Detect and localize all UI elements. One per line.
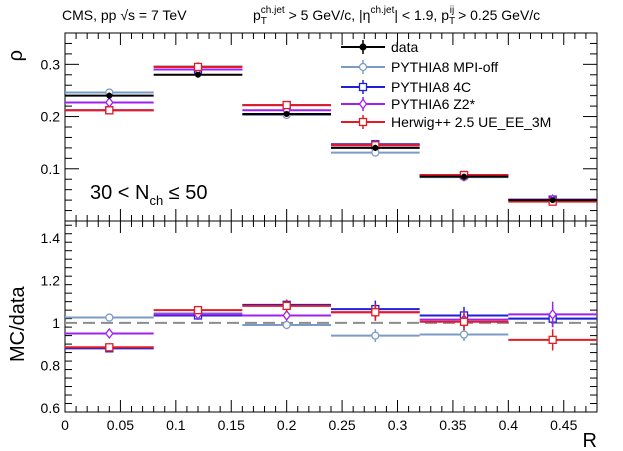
x-tick-label: 0.35 — [439, 417, 466, 433]
bottom-y-tick-label: 0.8 — [41, 357, 61, 373]
bottom-herwig-bin-4-marker — [371, 308, 380, 317]
bottom-y-tick-label: 1.2 — [41, 272, 61, 288]
top-data-bin-2-marker — [195, 71, 201, 78]
top-y-tick-label: 0.1 — [41, 161, 61, 177]
top-y-tick-label: 0.2 — [41, 109, 61, 125]
legend-pythia6-z2-marker — [358, 98, 368, 110]
bottom-py6-bin-6-marker — [548, 308, 557, 320]
x-tick-label: 0.05 — [107, 417, 134, 433]
top-herwig-bin-2-marker — [193, 62, 203, 72]
top-y-tick-label: 0.3 — [41, 56, 61, 72]
legend-item-herwig: Herwig++ 2.5 UE_EE_3M — [341, 114, 551, 130]
legend-label-pythia8-4c: PYTHIA8 4C — [391, 79, 471, 95]
top-herwig-bin-1-marker — [105, 106, 114, 115]
legend: data PYTHIA8 MPI-off PYTHIA8 4C PYTHIA6 … — [341, 39, 551, 130]
x-axis-title: R — [583, 430, 597, 451]
bottom-py6-bin-1-marker — [105, 327, 114, 340]
bottom-herwig-bin-6-marker — [548, 335, 557, 344]
legend-herwig-marker — [358, 117, 368, 127]
top-data-bin-4-marker — [372, 144, 379, 151]
header-left: CMS, pp √s = 7 TeV — [62, 7, 187, 23]
bottom-py6-bin-3-marker — [282, 309, 291, 321]
legend-label-pythia8-mpi-off: PYTHIA8 MPI-off — [391, 59, 498, 75]
x-tick-label: 0.45 — [550, 417, 577, 433]
bottom-y-tick-label: 0.6 — [41, 400, 61, 416]
x-tick-label: 0.1 — [166, 417, 186, 433]
legend-item-pythia8-mpi-off: PYTHIA8 MPI-off — [341, 59, 498, 75]
legend-pythia8-4c-marker — [358, 82, 368, 92]
bottom-axis-ticks: 0.6 0.8 1 1.2 1.4 0 0.05 0.1 0.15 0.2 0.25 0.3 0.35 0… — [41, 221, 598, 433]
top-data-bin-1-marker — [106, 92, 113, 99]
top-data-bin-3-marker — [283, 110, 290, 117]
header-right: pTch.jet > 5 GeV/c, |ηch.jet| < 1.9, pTi… — [253, 5, 540, 27]
multiplicity-annotation: 30 < Nch ≤ 50 — [90, 182, 208, 208]
bottom-y-tick-label: 1 — [52, 315, 60, 331]
bottom-herwig-bin-1-marker — [105, 343, 114, 352]
bottom-herwig-bin-3-marker — [282, 301, 291, 311]
bottom-herwig-bin-2-marker — [193, 305, 203, 315]
legend-data-marker — [359, 43, 367, 51]
bottom-panel-frame — [64, 220, 598, 413]
bottom-series — [65, 299, 597, 353]
legend-item-data: data — [341, 39, 418, 55]
bottom-py8off-bin-4-marker — [371, 331, 380, 340]
legend-label-herwig: Herwig++ 2.5 UE_EE_3M — [391, 114, 551, 130]
bottom-series-py6 — [65, 301, 597, 340]
bottom-py8off-bin-1-marker — [105, 313, 114, 322]
top-axis-ticks: 0.1 0.2 0.3 — [41, 32, 598, 222]
top-data-bin-6-marker — [549, 197, 556, 204]
legend-label-data: data — [391, 39, 418, 55]
legend-item-pythia8-4c: PYTHIA8 4C — [341, 79, 471, 95]
legend-pythia8-mpi-off-marker — [358, 62, 368, 72]
x-tick-label: 0.4 — [499, 417, 519, 433]
bottom-herwig-bin-5-marker — [459, 317, 469, 326]
bottom-y-tick-label: 1.4 — [41, 230, 61, 246]
bottom-py8off-bin-3-marker — [282, 320, 291, 330]
x-tick-label: 0.3 — [388, 417, 408, 433]
x-tick-label: 0.15 — [218, 417, 245, 433]
legend-label-pythia6-z2: PYTHIA6 Z2* — [391, 96, 476, 112]
bottom-y-axis-title: MC/data — [7, 286, 29, 362]
top-py6-bin-1-marker — [105, 96, 114, 109]
x-tick-label: 0.2 — [277, 417, 297, 433]
top-herwig-bin-3-marker — [282, 100, 291, 110]
legend-item-pythia6-z2: PYTHIA6 Z2* — [341, 96, 476, 112]
top-series — [65, 62, 597, 206]
bottom-series-herwig — [65, 299, 597, 352]
top-y-axis-title: ρ — [5, 50, 27, 61]
top-series-data — [65, 71, 597, 204]
x-tick-label: 0 — [61, 417, 69, 433]
x-tick-label: 0.25 — [328, 417, 355, 433]
bottom-py8off-bin-5-marker — [459, 330, 469, 339]
top-data-bin-5-marker — [461, 173, 467, 180]
